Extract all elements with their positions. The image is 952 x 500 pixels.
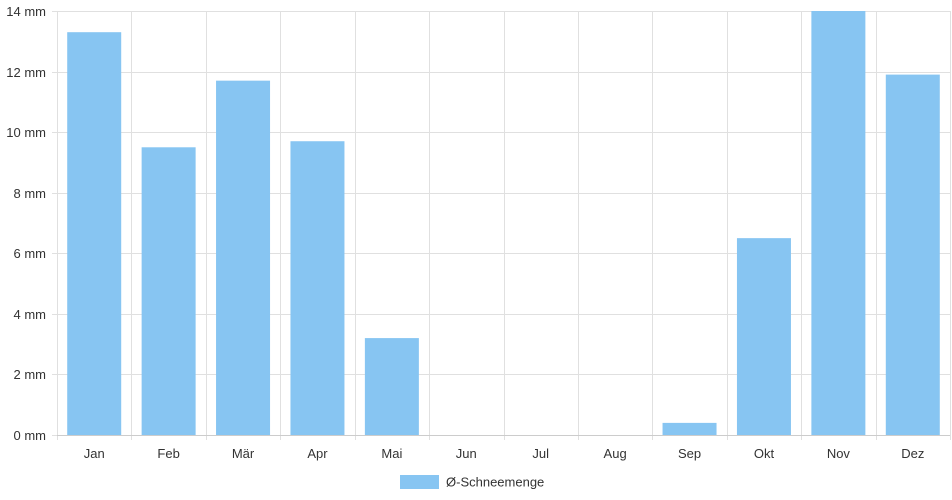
bar-mär[interactable]	[216, 80, 271, 436]
bar-mai[interactable]	[364, 338, 419, 435]
y-tick-label: 14 mm	[6, 4, 46, 19]
y-tick-label: 0 mm	[14, 428, 47, 443]
x-tick-label: Feb	[157, 446, 179, 461]
y-tick-label: 12 mm	[6, 65, 46, 80]
x-tick-label: Jun	[456, 446, 477, 461]
legend-label[interactable]: Ø-Schneemenge	[446, 475, 544, 490]
bar-nov[interactable]	[811, 11, 866, 435]
x-tick-label: Aug	[604, 446, 627, 461]
bar-sep[interactable]	[662, 422, 717, 435]
y-tick-label: 6 mm	[14, 246, 47, 261]
x-tick-label: Sep	[678, 446, 701, 461]
x-tick-label: Jan	[84, 446, 105, 461]
x-tick-label: Jul	[532, 446, 549, 461]
x-tick-label: Mär	[232, 446, 255, 461]
x-tick-label: Apr	[307, 446, 328, 461]
y-tick-label: 10 mm	[6, 125, 46, 140]
bar-dez[interactable]	[885, 74, 940, 435]
bar-okt[interactable]	[736, 238, 791, 435]
bar-feb[interactable]	[141, 147, 196, 436]
legend[interactable]: Ø-Schneemenge	[400, 475, 544, 490]
y-axis-tick-labels: 0 mm 2 mm 4 mm 6 mm 8 mm 10 mm 12 mm 14 mm	[6, 4, 46, 443]
x-tick-label: Okt	[754, 446, 775, 461]
bar-apr[interactable]	[290, 141, 345, 435]
x-tick-label: Dez	[901, 446, 924, 461]
y-tick-label: 8 mm	[14, 186, 47, 201]
bars	[67, 11, 940, 436]
x-tick-label: Mai	[381, 446, 402, 461]
x-tick-label: Nov	[827, 446, 851, 461]
y-tick-label: 2 mm	[14, 367, 47, 382]
grid-lines	[52, 11, 951, 440]
x-axis-tick-labels: Jan Feb Mär Apr Mai Jun Jul Aug Sep Okt Nov Dez	[84, 446, 925, 461]
y-tick-label: 4 mm	[14, 307, 47, 322]
legend-swatch[interactable]	[400, 475, 439, 489]
bar-jan[interactable]	[67, 32, 122, 435]
